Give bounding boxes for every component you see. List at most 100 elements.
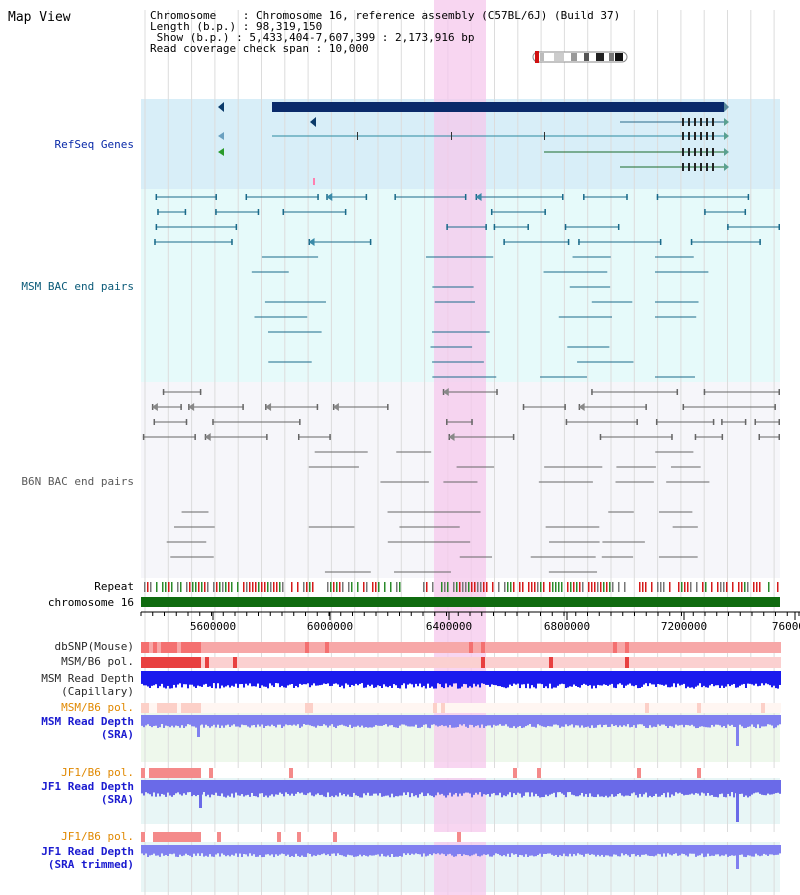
chromosome-label[interactable]: chromosome 16 (47, 596, 134, 609)
repeat-mark (156, 582, 158, 592)
msm-b6-pol-cell (189, 657, 193, 668)
jf1-depth-trimmed (637, 845, 639, 856)
jf1-b6-pol-cell (393, 768, 397, 778)
jf1-b6-pol-cell (765, 832, 769, 842)
jf1-depth-sra (629, 780, 631, 796)
jf1-depth-sra (609, 780, 611, 797)
jf1-b6-pol-cell (637, 768, 641, 778)
jf1-depth-sra (243, 780, 245, 797)
dbsnp-cell (165, 642, 169, 653)
msm-depth-capillary (603, 671, 605, 685)
msm-b6-pol-cell (657, 703, 661, 713)
msm-depth-capillary (547, 671, 549, 689)
msm-depth-capillary (489, 671, 491, 687)
msm-b6-pol-label-2[interactable]: MSM/B6 pol. (61, 701, 134, 714)
jf1-depth-trimmed (495, 845, 497, 854)
repeat-mark (567, 582, 569, 592)
jf1-depth-trimmed (723, 845, 725, 856)
msm-depth-sra (779, 715, 781, 725)
repeat-mark (510, 582, 512, 592)
msm-depth-capillary (669, 671, 671, 688)
dbsnp-cell (621, 642, 625, 653)
jf1-depth-sra (321, 780, 323, 795)
repeat-mark (384, 582, 386, 592)
dbsnp-cell (305, 642, 309, 653)
jf1-b6-pol-cell (561, 768, 565, 778)
jf1-depth-sra (569, 780, 571, 793)
jf1-depth-trimmed (223, 845, 225, 855)
msm-depth-sra (579, 715, 581, 728)
msm-b6-pol-cell (741, 703, 745, 713)
msm-depth-sra (263, 715, 265, 728)
msm-depth-capillary (729, 671, 731, 687)
jf1-b6-pol-cell (541, 768, 545, 778)
repeat-label[interactable]: Repeat (94, 580, 134, 593)
jf1-read-depth-trimmed-label[interactable]: JF1 Read Depth (41, 845, 134, 858)
msm-depth-sra (681, 715, 683, 725)
jf1-depth-sra (721, 780, 723, 794)
msm-b6-pol-cell (605, 657, 609, 668)
msm-depth-capillary (589, 671, 591, 686)
jf1-depth-trimmed (365, 845, 367, 856)
jf1-depth-sra (205, 780, 207, 797)
msm-depth-capillary (663, 671, 665, 686)
repeat-mark (243, 582, 245, 592)
jf1-depth-trimmed (243, 845, 245, 855)
jf1-b6-pol-cell (469, 832, 473, 842)
msm-read-depth-sra-label[interactable]: MSM Read Depth (41, 715, 134, 728)
jf1-read-depth-sra-label[interactable]: JF1 Read Depth (41, 780, 134, 793)
jf1-depth-trimmed (397, 845, 399, 857)
msm-b6-pol-cell (217, 703, 221, 713)
msm-b6-pol-cell (669, 657, 673, 668)
jf1-b6-pol-label-1[interactable]: JF1/B6 pol. (61, 766, 134, 779)
jf1-depth-trimmed (473, 845, 475, 855)
msm-depth-sra (231, 715, 233, 726)
msm-b6-pol-label-1[interactable]: MSM/B6 pol. (61, 655, 134, 668)
b6n-bac-label[interactable]: B6N BAC end pairs (21, 475, 134, 488)
msm-depth-sra (285, 715, 287, 725)
msm-b6-pol-cell (397, 703, 401, 713)
jf1-depth-sra (523, 780, 525, 796)
msm-depth-capillary (353, 671, 355, 686)
dbsnp-cell (609, 642, 613, 653)
repeat-mark (186, 582, 188, 592)
jf1-depth-sra (673, 780, 675, 796)
msm-depth-sra (221, 715, 223, 726)
jf1-b6-pol-cell (757, 832, 761, 842)
msm-b6-pol-cell (401, 703, 405, 713)
jf1-b6-pol-cell (421, 768, 425, 778)
jf1-depth-sra (677, 780, 679, 794)
dbsnp-label[interactable]: dbSNP(Mouse) (54, 640, 134, 653)
msm-depth-sra (383, 715, 385, 726)
jf1-depth-trimmed (181, 845, 183, 857)
jf1-depth-sra (697, 780, 699, 794)
jf1-depth-sra (611, 780, 613, 795)
jf1-b6-pol-cell (573, 768, 577, 778)
jf1-b6-pol-cell (705, 832, 709, 842)
repeat-mark (327, 582, 329, 592)
msm-depth-capillary (737, 671, 739, 688)
msm-depth-sra (173, 715, 175, 728)
msm-b6-pol-cell (621, 703, 625, 713)
msm-depth-sra (627, 715, 629, 725)
jf1-b6-pol-label-2[interactable]: JF1/B6 pol. (61, 830, 134, 843)
msm-b6-pol-cell (361, 703, 365, 713)
jf1-depth-trimmed (731, 845, 733, 856)
msm-b6-pol-cell (609, 703, 613, 713)
jf1-depth-sra (653, 780, 655, 797)
b6n-bac-end (512, 434, 515, 440)
jf1-b6-pol-cell (709, 768, 713, 778)
refseq-genes-label[interactable]: RefSeq Genes (54, 138, 134, 151)
msm-sra-label: (SRA) (100, 728, 134, 741)
jf1-b6-pol-cell (229, 832, 233, 842)
jf1-depth-sra (605, 780, 607, 796)
repeat-mark (279, 582, 281, 592)
jf1-depth-trimmed (217, 845, 219, 854)
msm-read-depth-capillary-label[interactable]: MSM Read Depth (41, 672, 134, 685)
repeat-mark (303, 582, 305, 592)
jf1-depth-sra (223, 780, 225, 797)
msm-bac-label[interactable]: MSM BAC end pairs (21, 280, 134, 293)
msm-depth-sra (713, 715, 715, 727)
